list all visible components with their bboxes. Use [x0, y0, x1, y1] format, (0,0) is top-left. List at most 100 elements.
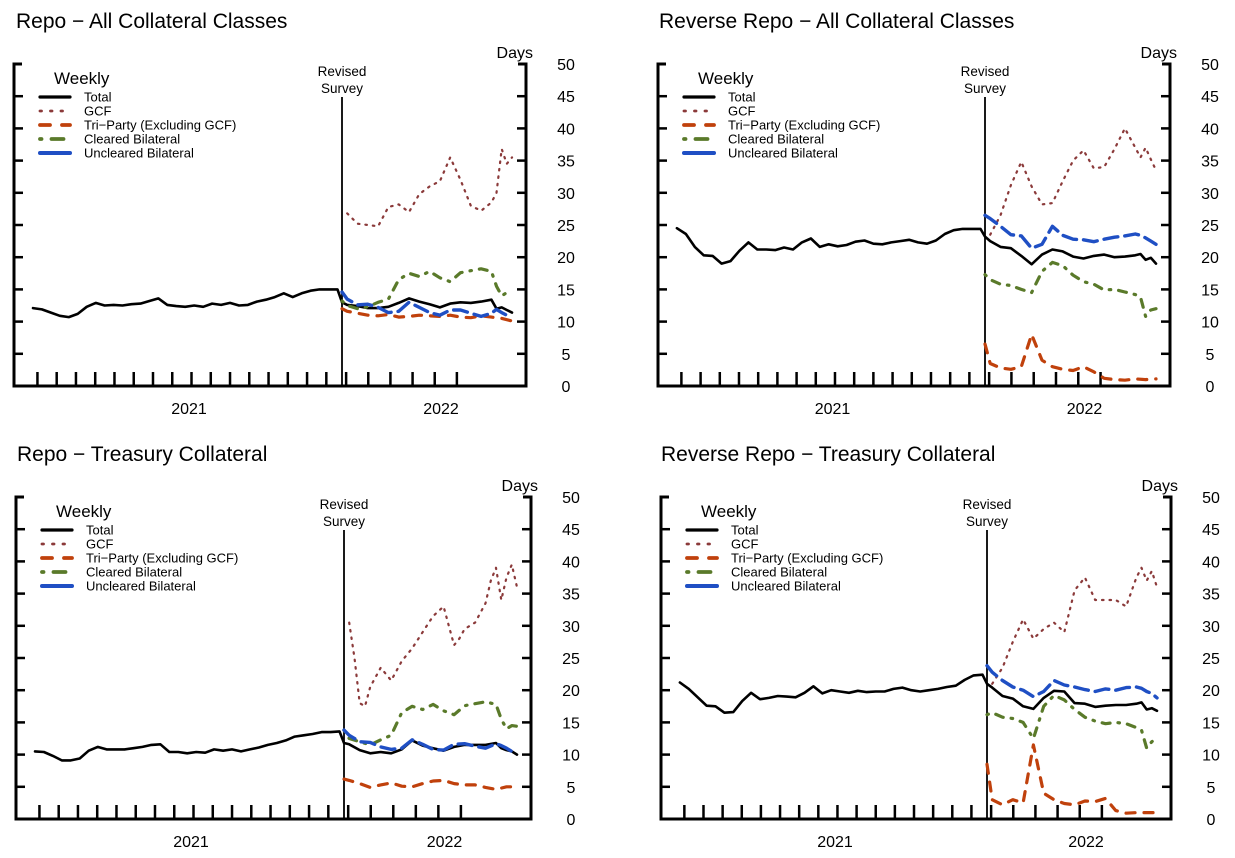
axis-frame — [656, 62, 1172, 388]
legend-item: Total — [682, 90, 756, 105]
x-tick-label: 2022 — [423, 401, 459, 418]
series-line-uncleared-bilateral — [985, 663, 1159, 700]
y-axis-label: Days — [502, 478, 538, 495]
y-tick-label: 50 — [1202, 490, 1220, 507]
legend-item: Total — [685, 523, 759, 538]
legend-item: GCF — [685, 537, 759, 552]
y-tick-label: 35 — [562, 587, 580, 604]
y-tick-label: 15 — [562, 715, 580, 732]
chart-title: Reverse Repo − All Collateral Classes — [659, 10, 1015, 33]
annotation-label: Survey — [323, 514, 365, 529]
x-tick-label: 2022 — [1068, 834, 1104, 851]
series-line-uncleared-bilateral — [340, 290, 514, 319]
y-tick-label: 50 — [557, 57, 575, 74]
annotation-label: Revised — [961, 64, 1010, 79]
legend-label: Tri−Party (Excluding GCF) — [84, 118, 236, 133]
y-axis-label: Days — [1141, 45, 1177, 62]
chart-panel-reverse-repo-all: Reverse Repo − All Collateral Classes 0 5… — [640, 0, 1235, 428]
y-tick-label: 45 — [1201, 89, 1219, 106]
y-tick-label: 30 — [1201, 186, 1219, 203]
series-line-tri-party-excluding-gcf — [985, 743, 1159, 815]
legend-title: Weekly — [54, 69, 110, 88]
y-tick-label: 15 — [557, 282, 575, 299]
y-tick-label: 10 — [557, 315, 575, 332]
series-line-gcf — [989, 127, 1158, 236]
x-tick-label: 2021 — [173, 834, 209, 851]
legend-label: GCF — [84, 104, 112, 119]
axis-frame — [12, 62, 528, 388]
series-line-cleared-bilateral — [342, 700, 519, 747]
y-tick-label: 25 — [1201, 218, 1219, 235]
legend-label: Total — [728, 90, 756, 105]
y-tick-label: 5 — [1206, 347, 1215, 364]
y-tick-label: 30 — [557, 186, 575, 203]
y-tick-label: 40 — [557, 121, 575, 138]
y-tick-label: 45 — [1202, 522, 1220, 539]
y-tick-label: 0 — [1206, 379, 1215, 396]
legend-label: Cleared Bilateral — [84, 132, 180, 147]
legend-label: Cleared Bilateral — [728, 132, 824, 147]
chart-plot: 0 5 10 15 20 25 30 35 40 45 50 Days 2021 2022 Revised S… — [659, 478, 1220, 851]
annotation-label: Revised — [963, 497, 1012, 512]
y-tick-label: 20 — [1201, 250, 1219, 267]
chart-panel-repo-all: Repo − All Collateral Classes 0 5 10 15 20 25… — [0, 0, 600, 428]
series-line-total — [33, 730, 519, 762]
series-line-tri-party-excluding-gcf — [342, 777, 519, 791]
y-tick-label: 10 — [1201, 315, 1219, 332]
chart-plot: 0 5 10 15 20 25 30 35 40 45 50 Days 2021 2022 Revised S… — [12, 45, 575, 418]
legend-label: Total — [731, 523, 759, 538]
y-tick-label: 15 — [1201, 282, 1219, 299]
legend-label: Uncleared Bilateral — [728, 146, 838, 161]
legend-label: Tri−Party (Excluding GCF) — [731, 551, 883, 566]
legend-item: Tri−Party (Excluding GCF) — [682, 118, 880, 133]
chart-panel-reverse-repo-treasury: Reverse Repo − Treasury Collateral 0 5 10 1… — [640, 432, 1235, 858]
legend-item: Cleared Bilateral — [685, 565, 827, 580]
series-line-tri-party-excluding-gcf — [983, 332, 1158, 382]
chart-title: Repo − Treasury Collateral — [17, 443, 268, 466]
annotation-label: Survey — [966, 514, 1008, 529]
series-line-total — [675, 226, 1158, 266]
y-tick-label: 30 — [1202, 619, 1220, 636]
legend-item: GCF — [38, 104, 112, 119]
y-tick-label: 20 — [562, 683, 580, 700]
axis-frame — [659, 495, 1173, 821]
series-line-gcf — [991, 566, 1159, 685]
legend-label: Total — [84, 90, 112, 105]
legend-item: Uncleared Bilateral — [40, 579, 196, 594]
y-tick-label: 35 — [557, 154, 575, 171]
y-tick-label: 5 — [1207, 780, 1216, 797]
series-line-total — [678, 673, 1159, 715]
legend-item: Tri−Party (Excluding GCF) — [38, 118, 236, 133]
legend-label: Cleared Bilateral — [86, 565, 182, 580]
x-tick-label: 2022 — [1067, 401, 1103, 418]
legend-label: Tri−Party (Excluding GCF) — [86, 551, 238, 566]
chart-title: Reverse Repo − Treasury Collateral — [661, 443, 996, 466]
axis-frame — [14, 495, 533, 821]
x-tick-label: 2021 — [171, 401, 207, 418]
y-tick-label: 35 — [1201, 154, 1219, 171]
y-tick-label: 10 — [1202, 748, 1220, 765]
y-tick-label: 5 — [567, 780, 576, 797]
series-line-uncleared-bilateral — [983, 213, 1158, 250]
series-line-cleared-bilateral — [983, 260, 1158, 318]
y-tick-label: 0 — [562, 379, 571, 396]
series-line-total — [31, 288, 514, 319]
chart-plot: 0 5 10 15 20 25 30 35 40 45 50 Days 2021 2022 Revised S… — [14, 478, 580, 851]
annotation-label: Survey — [321, 81, 363, 96]
legend-item: Cleared Bilateral — [38, 132, 180, 147]
chart-plot: 0 5 10 15 20 25 30 35 40 45 50 Days 2021 2022 Revised S… — [656, 45, 1219, 418]
legend-title: Weekly — [56, 502, 112, 521]
series-line-cleared-bilateral — [340, 267, 514, 311]
y-tick-label: 5 — [562, 347, 571, 364]
y-tick-label: 50 — [562, 490, 580, 507]
y-tick-label: 0 — [1207, 812, 1216, 829]
legend-item: Uncleared Bilateral — [38, 146, 194, 161]
legend-label: Uncleared Bilateral — [731, 579, 841, 594]
legend-label: Uncleared Bilateral — [84, 146, 194, 161]
legend-item: Cleared Bilateral — [40, 565, 182, 580]
chart-title: Repo − All Collateral Classes — [16, 10, 288, 33]
series-line-gcf — [346, 147, 514, 228]
legend-item: Uncleared Bilateral — [682, 146, 838, 161]
series-line-cleared-bilateral — [985, 693, 1159, 750]
legend-label: Cleared Bilateral — [731, 565, 827, 580]
